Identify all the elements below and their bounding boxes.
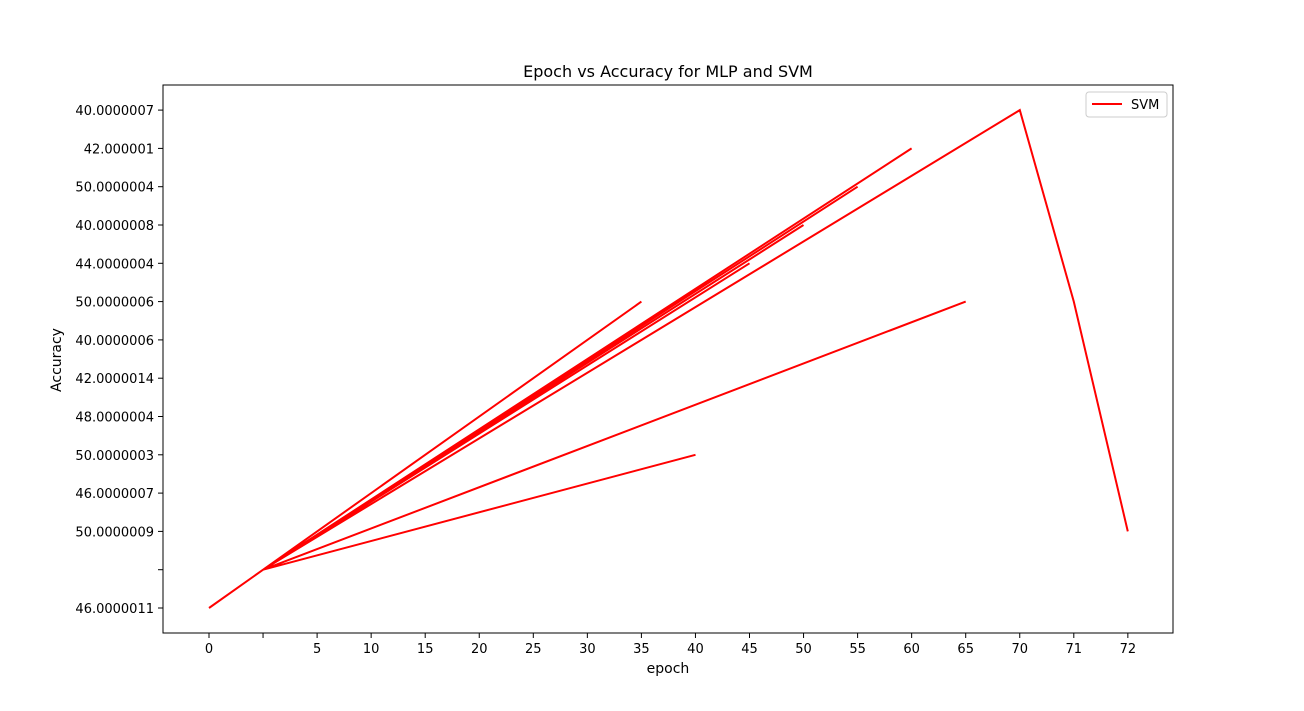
x-axis: 0 5 10 15 20 25 30 35 40 45 50 55 60 65 70 71 72 xyxy=(205,633,1136,657)
y-tick-label: 46.0000011 xyxy=(75,602,154,617)
y-tick-label: 50.0000009 xyxy=(75,525,154,540)
x-tick-label: 0 xyxy=(205,642,213,657)
x-tick-label: 45 xyxy=(741,642,758,657)
y-tick-label: 44.0000004 xyxy=(75,257,154,272)
x-tick-label: 72 xyxy=(1120,642,1137,657)
y-tick-label: 48.0000004 xyxy=(75,411,154,426)
legend: SVM xyxy=(1085,91,1168,118)
x-tick-label: 50 xyxy=(795,642,812,657)
y-tick-label: 40.0000007 xyxy=(75,104,154,119)
y-tick-label: 50.0000003 xyxy=(75,449,154,464)
series-line-svm xyxy=(208,108,1129,609)
chart-title: Epoch vs Accuracy for MLP and SVM xyxy=(523,62,813,81)
x-tick-label: 55 xyxy=(849,642,866,657)
y-axis-label: Accuracy xyxy=(49,328,65,392)
x-axis-label: epoch xyxy=(647,661,690,677)
legend-label-svm: SVM xyxy=(1131,98,1159,113)
x-tick-label: 70 xyxy=(1011,642,1028,657)
x-tick-label: 35 xyxy=(633,642,650,657)
series-layer xyxy=(208,108,1129,609)
y-tick-label: 40.0000006 xyxy=(75,334,154,349)
y-axis: 46.0000011 50.0000009 46.0000007 50.0000003… xyxy=(75,104,163,617)
x-tick-label: 25 xyxy=(525,642,542,657)
x-tick-label: 30 xyxy=(579,642,596,657)
y-tick-label: 50.0000006 xyxy=(75,296,154,311)
x-tick-label: 20 xyxy=(471,642,488,657)
x-tick-label: 15 xyxy=(417,642,434,657)
y-tick-label: 50.0000004 xyxy=(75,181,154,196)
y-tick-label: 40.0000008 xyxy=(75,219,154,234)
x-tick-label: 10 xyxy=(363,642,380,657)
plot-area xyxy=(162,84,1174,634)
legend-box xyxy=(1085,91,1168,118)
x-tick-label: 65 xyxy=(957,642,974,657)
x-tick-label: 40 xyxy=(687,642,704,657)
x-tick-label: 60 xyxy=(903,642,920,657)
y-tick-label: 42.0000014 xyxy=(75,372,154,387)
y-tick-label: 46.0000007 xyxy=(75,487,154,502)
x-tick-label: 71 xyxy=(1066,642,1083,657)
y-tick-label: 42.000001 xyxy=(84,142,154,157)
x-tick-label: 5 xyxy=(313,642,321,657)
